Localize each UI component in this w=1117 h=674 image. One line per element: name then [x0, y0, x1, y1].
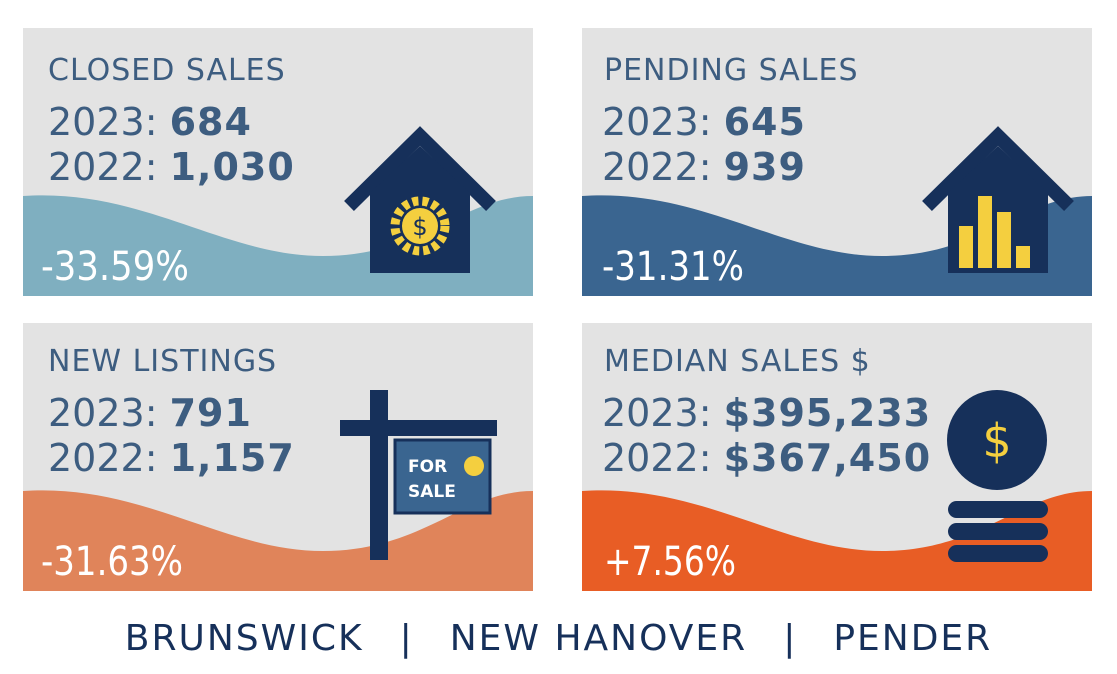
stat-line: 2023: 684	[48, 100, 252, 144]
change: -31.31%	[602, 244, 744, 290]
year: 2022:	[602, 145, 712, 189]
card: NEW LISTINGS 2023: 791 2022: 1,157 -31.6…	[23, 323, 533, 591]
footer-item: NEW HANOVER	[449, 618, 748, 659]
icon-text: FOR	[408, 457, 447, 477]
change: -33.59%	[41, 244, 189, 290]
coin-icon: $	[947, 390, 1048, 562]
stat-line: 2022: 939	[602, 145, 806, 189]
value: 791	[170, 391, 252, 435]
stat-line: 2022: 1,157	[48, 436, 295, 480]
stat-line: 2023: 791	[48, 391, 252, 435]
card-title: NEW LISTINGS	[48, 344, 277, 379]
footer: BRUNSWICK | NEW HANOVER | PENDER	[0, 618, 1117, 659]
year: 2023:	[48, 100, 158, 144]
sale-sign-icon: FOR SALE	[340, 390, 497, 560]
icon-text: $	[412, 213, 427, 241]
footer-item: BRUNSWICK	[124, 618, 364, 659]
house-icon: $	[344, 126, 496, 273]
value: 1,030	[170, 145, 295, 189]
card: PENDING SALES 2023: 645 2022: 939 -31.31…	[582, 28, 1092, 296]
value: 645	[724, 100, 806, 144]
value: 684	[170, 100, 252, 144]
change: -31.63%	[41, 539, 183, 585]
card: MEDIAN SALES $ 2023: $395,233 2022: $367…	[582, 323, 1092, 591]
value: 1,157	[170, 436, 295, 480]
stat-line: 2023: 645	[602, 100, 806, 144]
year: 2022:	[48, 436, 158, 480]
wave	[582, 490, 1092, 591]
year: 2022:	[602, 436, 712, 480]
value: 939	[724, 145, 806, 189]
year: 2023:	[602, 391, 712, 435]
year: 2023:	[48, 391, 158, 435]
footer-item: PENDER	[833, 618, 993, 659]
icon-text: SALE	[408, 482, 456, 502]
year: 2023:	[602, 100, 712, 144]
card-title: CLOSED SALES	[48, 53, 286, 88]
stat-line: 2022: $367,450	[602, 436, 931, 480]
card-title: MEDIAN SALES $	[604, 344, 871, 379]
value: $367,450	[724, 436, 932, 480]
change: +7.56%	[604, 539, 736, 585]
year: 2022:	[48, 145, 158, 189]
separator: |	[783, 618, 798, 659]
separator: |	[399, 618, 414, 659]
icon-text: $	[982, 414, 1011, 468]
card-title: PENDING SALES	[604, 53, 859, 88]
wave	[23, 490, 533, 591]
house-icon	[922, 126, 1074, 273]
stat-line: 2022: 1,030	[48, 145, 295, 189]
stat-line: 2023: $395,233	[602, 391, 931, 435]
value: $395,233	[724, 391, 932, 435]
card: CLOSED SALES 2023: 684 2022: 1,030 -33.5…	[23, 28, 533, 296]
